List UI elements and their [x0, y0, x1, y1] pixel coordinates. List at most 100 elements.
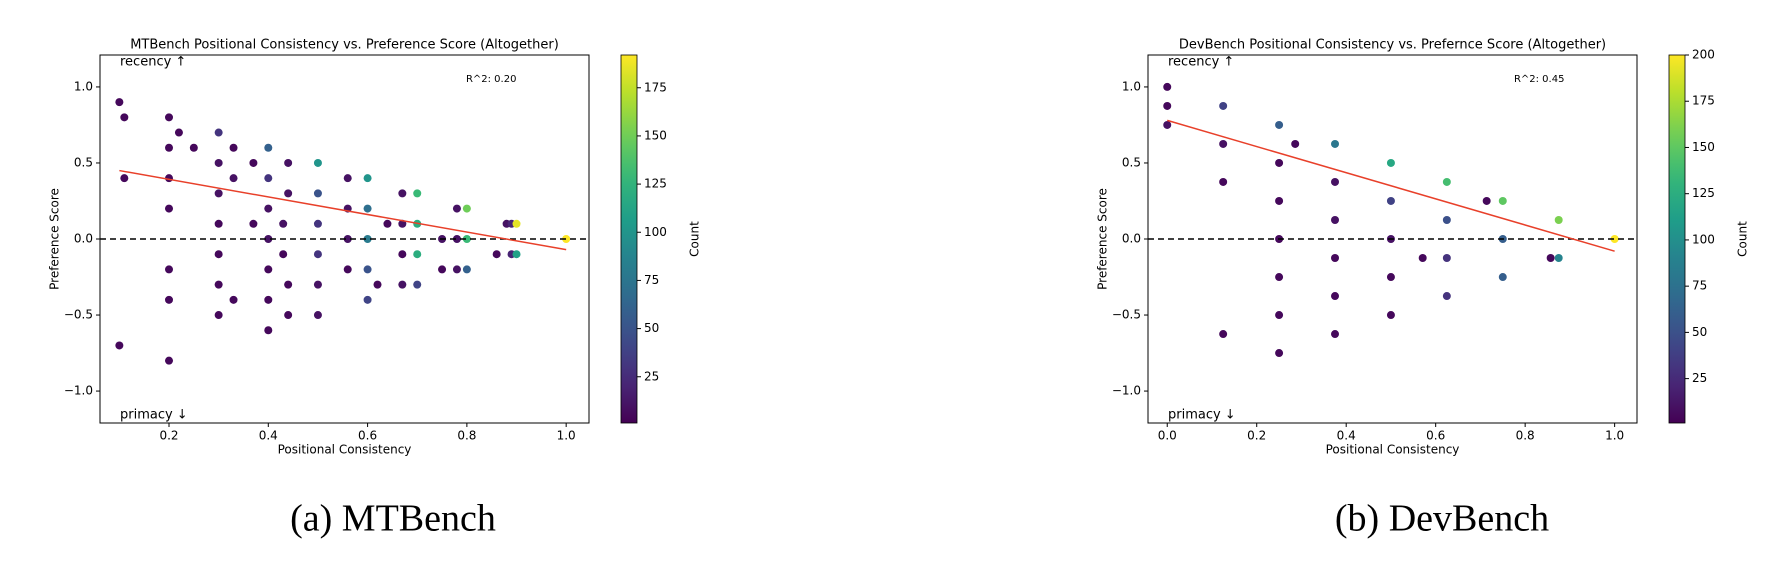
point [452, 265, 461, 274]
point [1331, 254, 1340, 263]
point [452, 204, 461, 213]
point [363, 295, 372, 304]
point [165, 143, 174, 152]
colorbar [1668, 54, 1686, 424]
point [462, 204, 471, 213]
colorbar-tick-label: 75 [1692, 279, 1707, 293]
colorbar-tick-label: 175 [1692, 94, 1715, 108]
r-squared: R^2: 0.45 [1514, 74, 1565, 85]
point [1442, 254, 1451, 263]
point [284, 189, 293, 198]
point [1219, 330, 1228, 339]
x-tick-label: 0.6 [1426, 429, 1445, 443]
colorbar-tick-label: 125 [644, 177, 667, 191]
colorbar-tick-label: 200 [1692, 48, 1715, 62]
y-tick-label: 0.5 [1122, 155, 1141, 169]
colorbar-tick-label: 25 [1692, 371, 1707, 385]
point [313, 311, 322, 320]
point [284, 311, 293, 320]
x-tick-label: 0.4 [259, 429, 278, 443]
colorbar-tick-label: 25 [644, 369, 659, 383]
y-axis-label: Preference Score [1096, 188, 1110, 290]
point [264, 143, 273, 152]
x-tick-label: 0.4 [1337, 429, 1356, 443]
point [1554, 254, 1563, 263]
point [229, 143, 238, 152]
point [264, 265, 273, 274]
point [363, 265, 372, 274]
chart-title: DevBench Positional Consistency vs. Pref… [1179, 38, 1606, 53]
y-tick-label: 0.0 [1122, 232, 1141, 246]
point [1275, 196, 1284, 205]
point [214, 158, 223, 167]
point [174, 128, 183, 137]
y-tick-label: 1.0 [74, 79, 93, 93]
caption: (a) MTBench [290, 498, 496, 540]
x-tick-label: 0.6 [358, 429, 377, 443]
point [1386, 196, 1395, 205]
point [165, 204, 174, 213]
point [1331, 330, 1340, 339]
chart-title: MTBench Positional Consistency vs. Prefe… [130, 38, 559, 53]
point [1291, 139, 1300, 148]
point [1610, 235, 1619, 243]
point [452, 235, 461, 243]
colorbar-tick-label: 50 [644, 321, 659, 335]
point [343, 265, 352, 274]
point [1331, 177, 1340, 186]
point [264, 235, 273, 243]
point [1554, 215, 1563, 224]
point [284, 158, 293, 167]
caption: (b) DevBench [1335, 498, 1549, 540]
point [214, 128, 223, 137]
colorbar-label: Count [1736, 221, 1750, 257]
colorbar [620, 54, 638, 424]
point [462, 235, 471, 243]
x-tick-label: 1.0 [557, 429, 576, 443]
point [1163, 101, 1172, 110]
point [249, 219, 258, 228]
point [313, 219, 322, 228]
point [313, 280, 322, 289]
point [313, 250, 322, 259]
point [398, 189, 407, 198]
annotation: recency ↑ [1168, 55, 1234, 70]
point [1163, 120, 1172, 129]
point [562, 235, 571, 243]
point [462, 265, 471, 274]
point [383, 219, 392, 228]
x-tick-label: 0.8 [1516, 429, 1535, 443]
colorbar-tick-label: 150 [1692, 140, 1715, 154]
colorbar-tick-label: 125 [1692, 186, 1715, 200]
y-tick-label: 1.0 [1122, 79, 1141, 93]
point [264, 295, 273, 304]
point [115, 98, 124, 107]
point [313, 189, 322, 198]
point [189, 143, 198, 152]
point [373, 280, 382, 289]
point [313, 158, 322, 167]
point [165, 356, 174, 365]
y-tick-label: −0.5 [1112, 308, 1141, 322]
x-axis-label: Positional Consistency [1326, 443, 1460, 457]
point [1275, 120, 1284, 129]
point [1386, 311, 1395, 320]
point [512, 250, 521, 259]
colorbar-tick-label: 50 [1692, 325, 1707, 339]
y-tick-label: −1.0 [1112, 384, 1141, 398]
point [165, 295, 174, 304]
point [229, 295, 238, 304]
colorbar-tick-label: 100 [1692, 232, 1715, 246]
annotation: primacy ↓ [120, 408, 188, 423]
point [279, 219, 288, 228]
point [1546, 254, 1555, 263]
point [1219, 177, 1228, 186]
point [1331, 292, 1340, 301]
point [1275, 349, 1284, 358]
point [413, 189, 422, 198]
point [279, 250, 288, 259]
y-tick-label: −0.5 [64, 308, 93, 322]
point [413, 250, 422, 259]
x-tick-label: 0.2 [1247, 429, 1266, 443]
